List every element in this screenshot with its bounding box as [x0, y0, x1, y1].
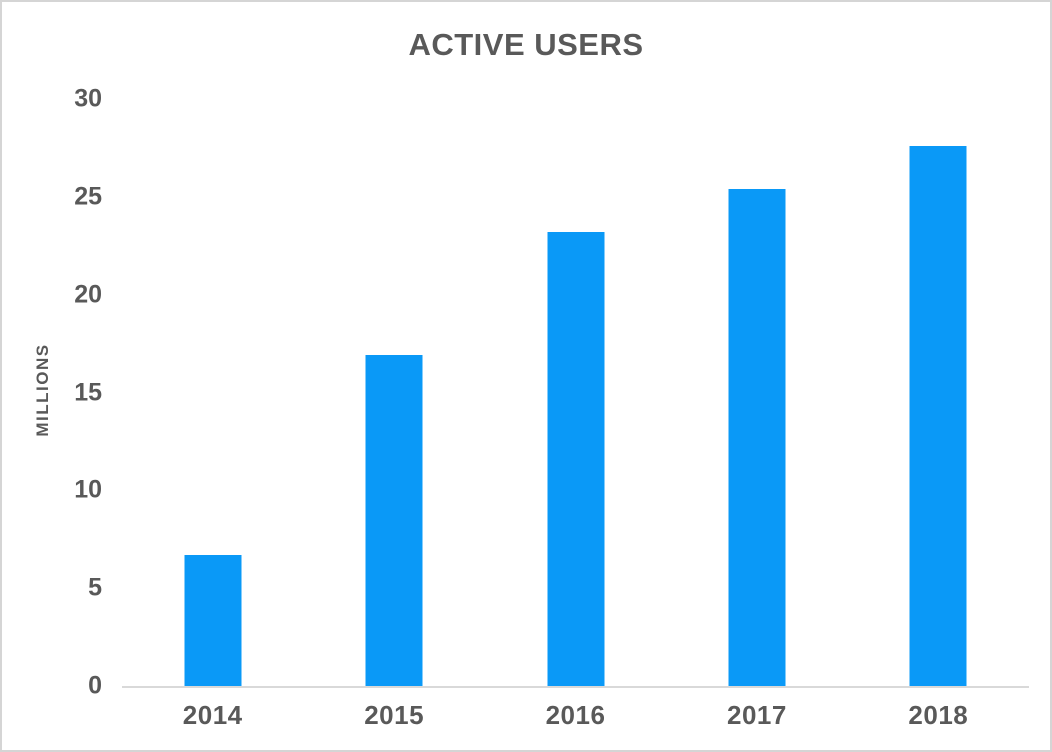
bar-2017 — [728, 189, 786, 686]
bar-slot: 2016 — [485, 99, 666, 728]
y-tick-label: 20 — [74, 280, 102, 309]
bar-2014 — [184, 554, 242, 686]
bar-slot: 2014 — [122, 99, 303, 728]
x-tick-label: 2016 — [545, 700, 606, 730]
y-axis-tick-labels: 0 5 10 15 20 25 30 — [30, 86, 102, 698]
bar-2018 — [909, 145, 967, 686]
x-tick-label: 2014 — [182, 700, 243, 730]
chart-title: ACTIVE USERS — [408, 27, 644, 62]
x-tick-label: 2017 — [727, 700, 787, 730]
y-tick-label: 15 — [74, 378, 102, 406]
y-tick-label: 5 — [88, 573, 102, 602]
y-tick-label: 10 — [74, 475, 102, 504]
y-tick-label: 25 — [74, 182, 102, 211]
plot-area: 2014 2015 2016 2017 2018 — [122, 99, 1029, 728]
x-tick-label: 2018 — [908, 700, 969, 730]
bar-slot: 2018 — [848, 99, 1029, 728]
y-tick-label: 30 — [74, 84, 102, 113]
bar-slot: 2015 — [303, 99, 484, 728]
x-tick-label: 2015 — [364, 700, 425, 730]
bar-2015 — [365, 355, 423, 686]
bar-slot: 2017 — [666, 99, 847, 728]
y-tick-label: 0 — [88, 671, 102, 700]
bar-2016 — [547, 232, 605, 686]
